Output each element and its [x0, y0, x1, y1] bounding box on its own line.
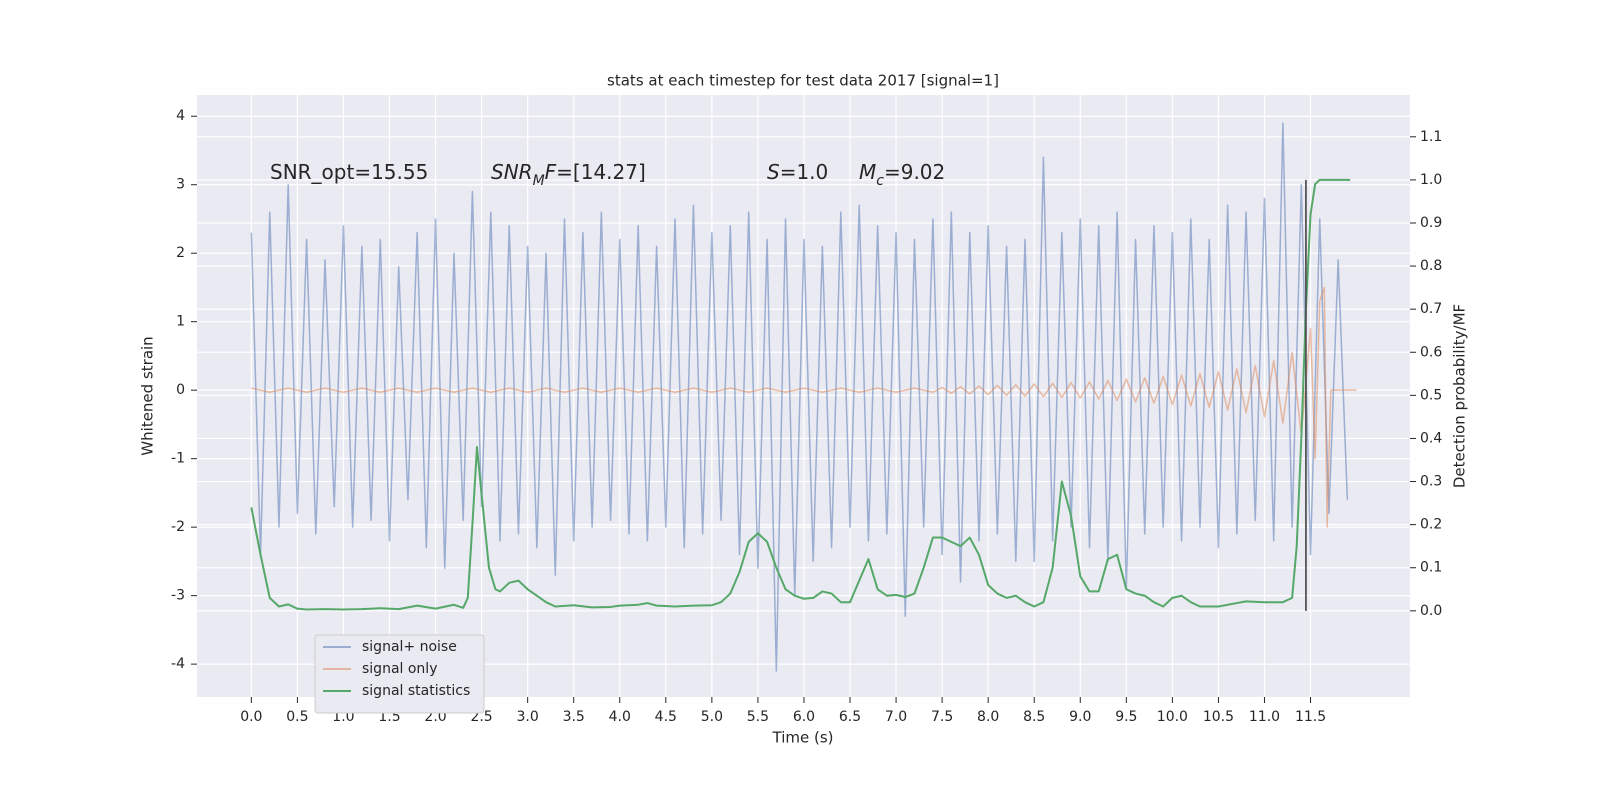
y2-tick-label: 0.0 [1420, 603, 1442, 619]
annotation-part: c [876, 173, 884, 189]
x-tick-label: 4.0 [609, 709, 631, 725]
legend-label: signal+ noise [362, 639, 457, 655]
x-tick-label: 4.5 [655, 709, 677, 725]
x-tick-label: 0.0 [240, 709, 262, 725]
y2-tick-label: 0.1 [1420, 560, 1442, 576]
y2-tick-label: 0.4 [1420, 430, 1442, 446]
annotation-part: =9.02 [884, 160, 945, 184]
y2-axis-label: Detection probability/MF [1451, 304, 1469, 488]
y-tick-label: 2 [176, 245, 185, 261]
x-tick-label: 9.5 [1115, 709, 1137, 725]
annotation: SNR_opt=15.55 [270, 160, 428, 184]
x-tick-label: 5.0 [701, 709, 723, 725]
y-tick-label: -2 [171, 519, 185, 535]
y2-tick-label: 0.2 [1420, 517, 1442, 533]
y2-tick-label: 1.0 [1420, 172, 1442, 188]
y2-tick-label: 0.7 [1420, 301, 1442, 317]
x-tick-label: 11.0 [1249, 709, 1280, 725]
annotation: S=1.0 [767, 160, 828, 184]
annotation: Mc=9.02 [859, 160, 945, 190]
annotation-part: F [545, 160, 557, 184]
legend-label: signal only [362, 661, 437, 677]
series-line [250, 178, 1351, 611]
y-tick-label: -1 [171, 451, 185, 467]
y2-tick-label: 0.5 [1420, 387, 1442, 403]
y-tick-label: 4 [176, 108, 185, 124]
x-tick-label: 9.0 [1069, 709, 1091, 725]
y-tick-label: 1 [176, 314, 185, 330]
legend: signal+ noise signal only signal statistic… [314, 634, 485, 714]
annotation-part: SNR [491, 160, 533, 184]
annotation-part: M [533, 173, 545, 189]
y-tick-label: -3 [171, 588, 185, 604]
annotation-part: SNR_opt=15.55 [270, 160, 428, 184]
chart-title: stats at each timestep for test data 201… [607, 72, 999, 90]
y-tick-label: 3 [176, 177, 185, 193]
x-tick-label: 6.0 [793, 709, 815, 725]
y-tick-label: 0 [176, 382, 185, 398]
annotation-part: =[14.27] [556, 160, 646, 184]
x-tick-label: 7.0 [885, 709, 907, 725]
legend-label: signal statistics [362, 683, 470, 699]
x-tick-label: 11.5 [1295, 709, 1326, 725]
x-tick-label: 7.5 [931, 709, 953, 725]
x-tick-label: 0.5 [286, 709, 308, 725]
y-axis-label: Whitened strain [139, 336, 157, 455]
legend-box [314, 634, 485, 714]
x-tick-label: 8.0 [977, 709, 999, 725]
annotation: SNRMF=[14.27] [491, 160, 646, 190]
y-tick-label: -4 [171, 656, 185, 672]
y2-tick-label: 1.1 [1420, 129, 1442, 145]
x-tick-label: 10.5 [1203, 709, 1234, 725]
data-layer [250, 122, 1357, 672]
y2-tick-label: 0.3 [1420, 474, 1442, 490]
x-tick-label: 3.5 [563, 709, 585, 725]
x-tick-label: 8.5 [1023, 709, 1045, 725]
annotation-part: S [767, 160, 780, 184]
y2-tick-label: 0.9 [1420, 215, 1442, 231]
x-tick-label: 10.0 [1157, 709, 1188, 725]
series-line [251, 286, 1357, 528]
x-axis-label: Time (s) [772, 729, 834, 747]
x-tick-label: 5.5 [747, 709, 769, 725]
annotation-part: =1.0 [780, 160, 829, 184]
y2-tick-label: 0.6 [1420, 344, 1442, 360]
y2-tick-label: 0.8 [1420, 258, 1442, 274]
axes: 0.0 0.5 1.0 1.5 2.0 2.5 3.0 3.5 4.0 4.5 5.0 5.5 6.0 6… [171, 108, 1442, 725]
series-line [250, 122, 1349, 672]
annotation-part: M [859, 160, 876, 184]
x-tick-label: 6.5 [839, 709, 861, 725]
x-tick-label: 3.0 [517, 709, 539, 725]
